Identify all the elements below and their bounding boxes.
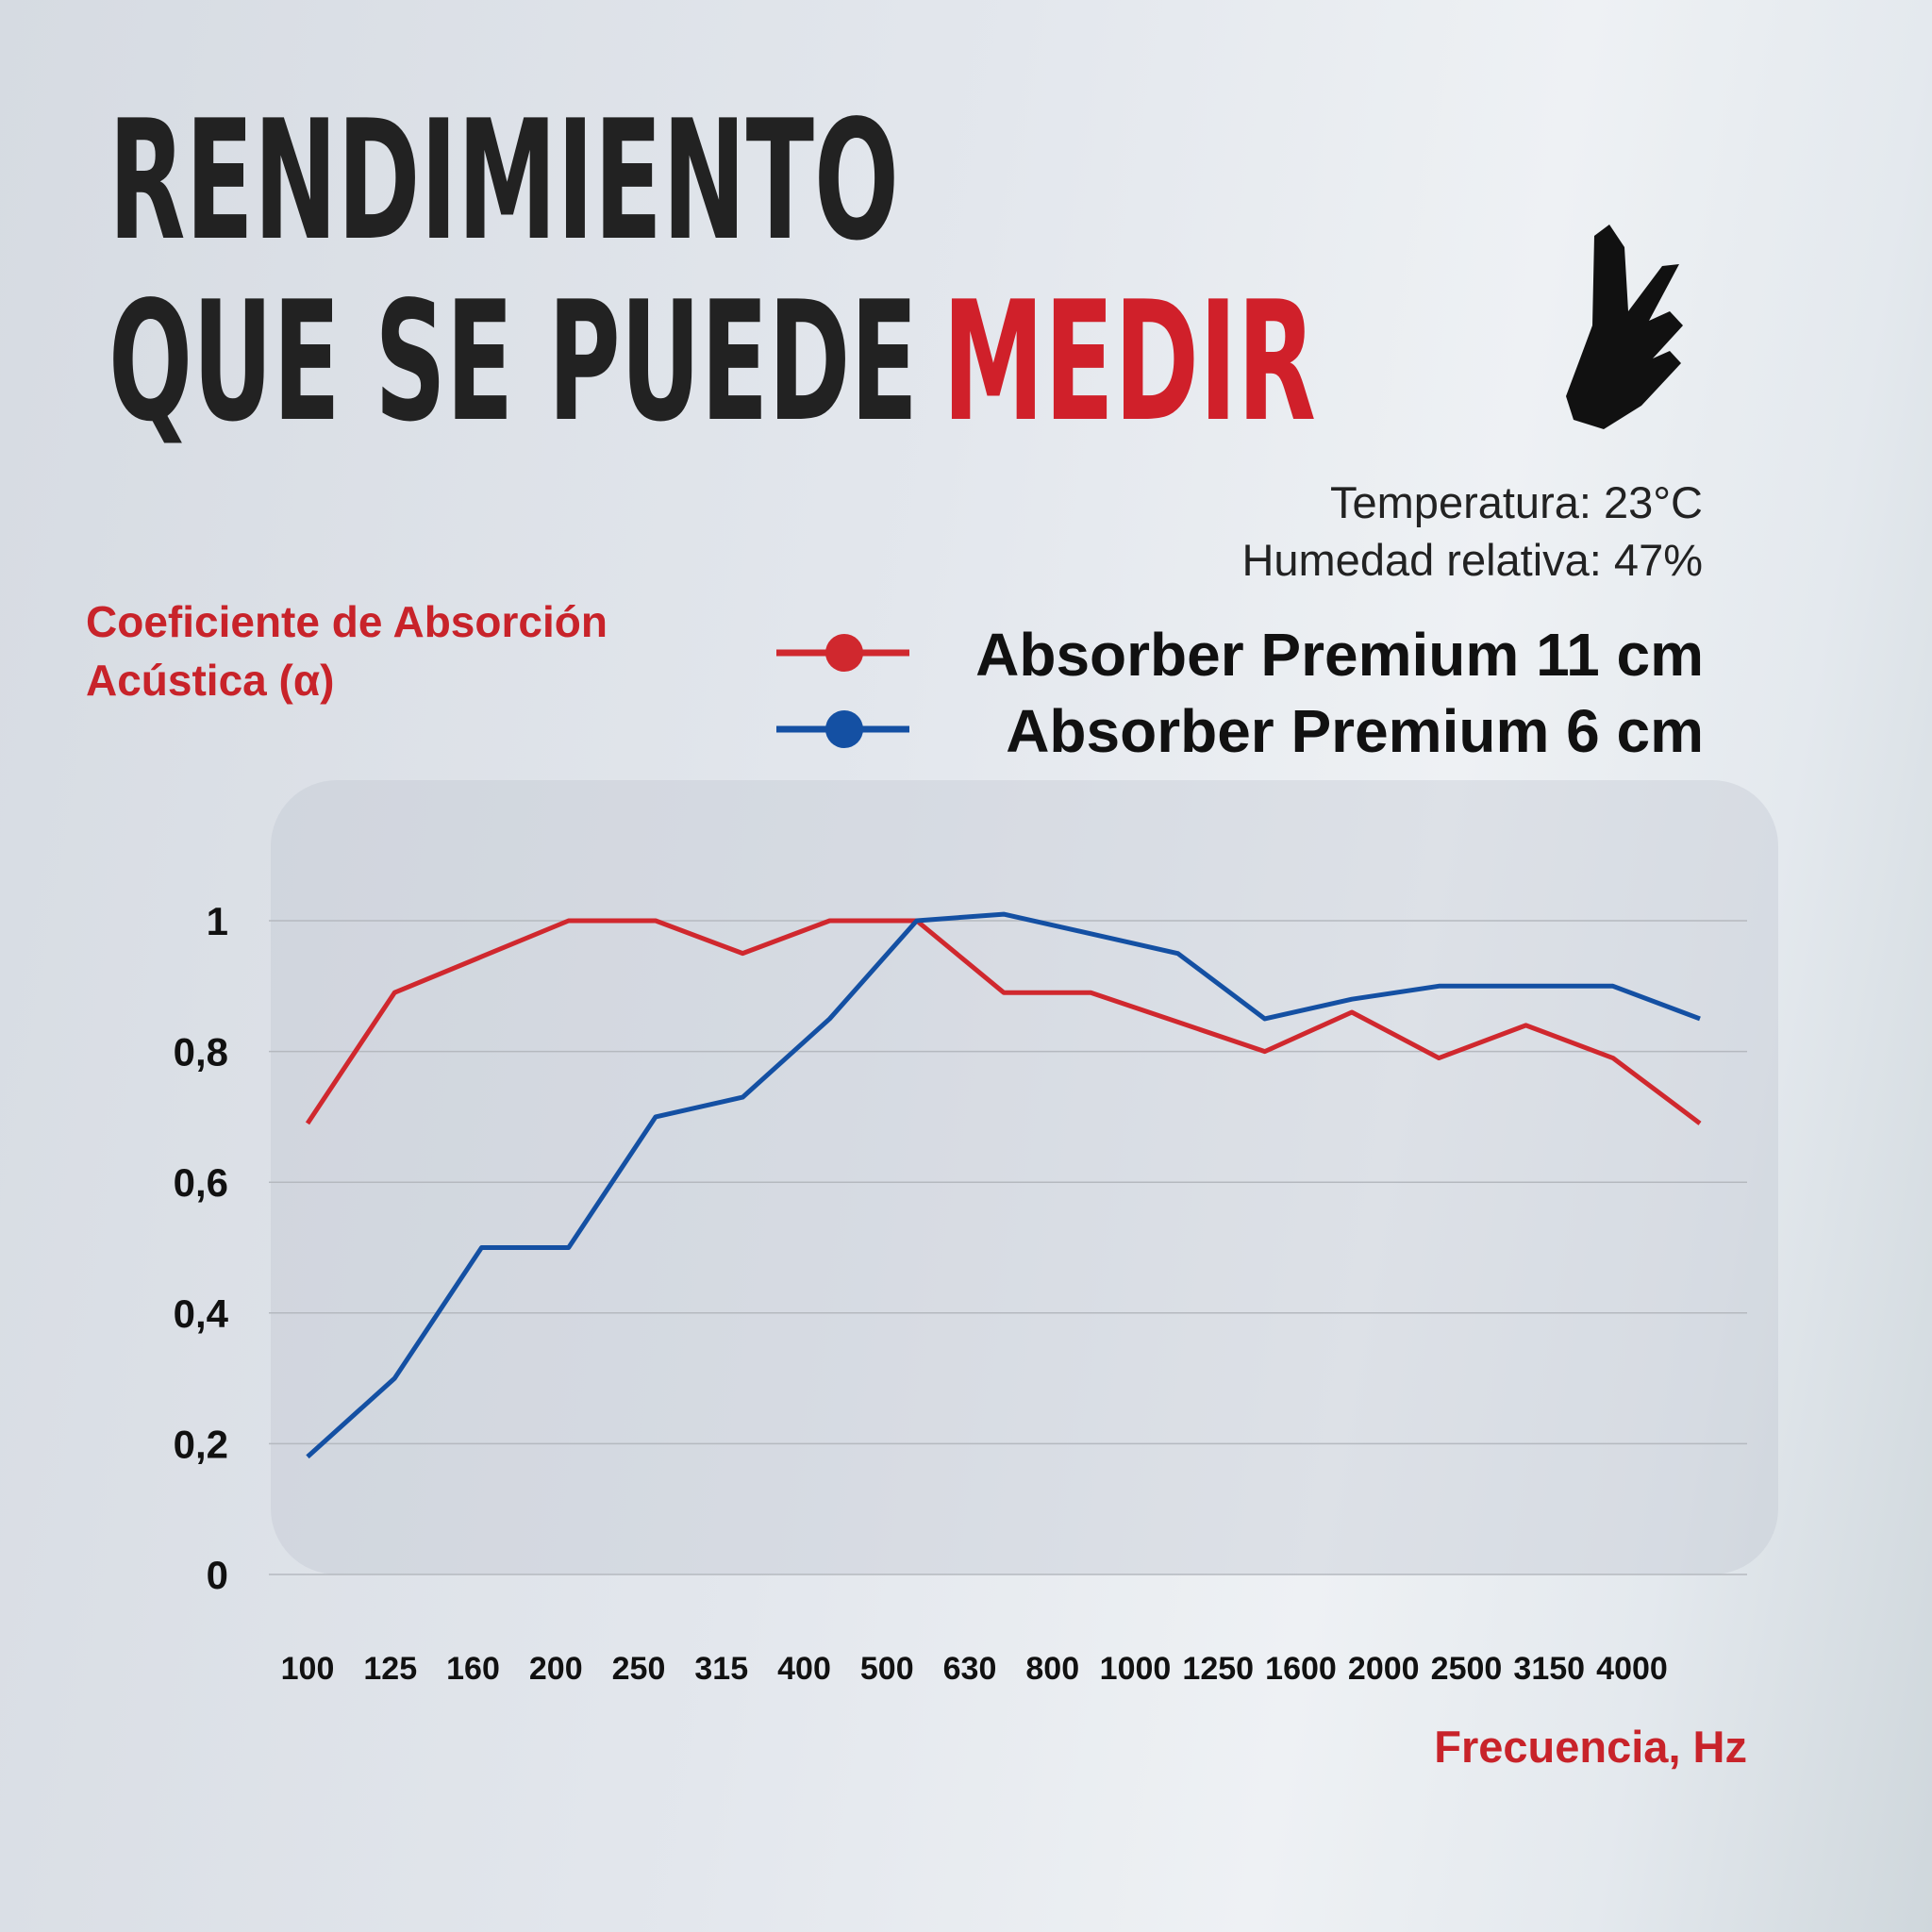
x-tick-label: 500: [860, 1651, 914, 1687]
x-tick-label: 125: [363, 1651, 417, 1687]
x-tick-label: 1000: [1100, 1651, 1172, 1687]
x-tick-label: 160: [446, 1651, 500, 1687]
legend-label: Absorber Premium 11 cm: [975, 621, 1704, 689]
series-line: [305, 918, 1702, 1125]
condition: Humedad relativa: 47%: [1241, 535, 1703, 585]
series-line: [306, 911, 1701, 1459]
title-highlight: MEDIR: [942, 267, 1316, 458]
title: RENDIMIENTO: [108, 86, 899, 277]
legend-marker: [825, 710, 863, 748]
y-tick-label: 0,8: [174, 1030, 228, 1074]
x-tick-label: 2000: [1348, 1651, 1420, 1687]
legend-label: Absorber Premium 6 cm: [1006, 697, 1704, 765]
x-tick-label: 2500: [1431, 1651, 1503, 1687]
x-tick-label: 250: [612, 1651, 666, 1687]
x-tick-label: 800: [1025, 1651, 1079, 1687]
y-tick-label: 0,2: [174, 1422, 228, 1466]
x-tick-label: 1600: [1265, 1651, 1337, 1687]
x-tick-label: 400: [777, 1651, 831, 1687]
x-tick-label: 200: [529, 1651, 583, 1687]
y-tick-label: 0,6: [174, 1160, 228, 1205]
y-tick-label: 1: [207, 899, 228, 943]
title: QUE SE PUEDE: [108, 267, 918, 458]
y-axis-label: Coeficiente de Absorción Acústica (α): [86, 597, 608, 705]
x-tick-label: 4000: [1596, 1651, 1668, 1687]
y-tick-label: 0,4: [174, 1291, 229, 1336]
hand-icon: [1566, 225, 1683, 429]
plot-panel: [271, 780, 1778, 1574]
x-tick-label: 100: [281, 1651, 335, 1687]
condition: Temperatura: 23°C: [1330, 477, 1703, 527]
x-tick-label: 3150: [1513, 1651, 1585, 1687]
legend-marker: [825, 634, 863, 672]
x-tick-label: 315: [694, 1651, 748, 1687]
y-tick-label: 0: [207, 1553, 228, 1597]
x-axis-label: Frecuencia, Hz: [1434, 1722, 1747, 1772]
x-tick-label: 630: [943, 1651, 997, 1687]
x-tick-label: 1250: [1182, 1651, 1254, 1687]
